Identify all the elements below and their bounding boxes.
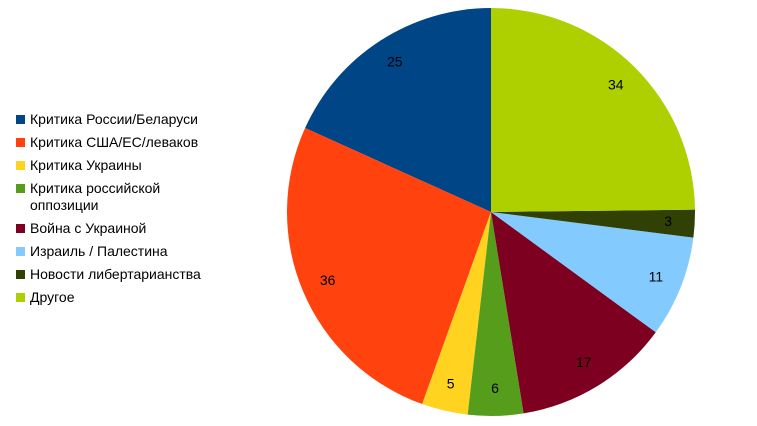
legend-item: Критика России/Беларуси xyxy=(16,111,246,128)
legend-swatch xyxy=(16,161,25,170)
legend-label: Новости либертарианства xyxy=(30,266,201,282)
legend-swatch xyxy=(16,247,25,256)
pie-slice xyxy=(305,8,491,212)
data-label: 11 xyxy=(649,268,664,284)
legend-label: Израиль / Палестина xyxy=(30,243,168,259)
pie-slice xyxy=(422,212,491,415)
legend-item: Критика российской оппозиции xyxy=(16,180,246,214)
pie-slice xyxy=(491,212,656,414)
data-label: 3 xyxy=(664,213,672,229)
legend-swatch xyxy=(16,293,25,302)
legend: Критика России/Беларуси Критика США/ЕС/ле… xyxy=(16,111,246,312)
data-label: 5 xyxy=(447,376,455,392)
legend-label: Война с Украиной xyxy=(30,220,147,236)
pie-slice xyxy=(491,209,695,238)
pie-slice xyxy=(467,212,524,417)
pie-slice xyxy=(491,212,694,333)
data-label: 36 xyxy=(320,272,336,288)
data-label: 34 xyxy=(608,76,624,92)
data-label: 25 xyxy=(387,54,403,70)
data-label: 17 xyxy=(576,354,592,370)
legend-item: Другое xyxy=(16,289,246,306)
legend-swatch xyxy=(16,224,25,233)
legend-item: Критика Украины xyxy=(16,157,246,174)
legend-item: Критика США/ЕС/леваков xyxy=(16,134,246,151)
legend-item: Война с Украиной xyxy=(16,220,246,237)
legend-label: Критика США/ЕС/леваков xyxy=(30,134,199,150)
legend-label: Другое xyxy=(30,289,75,305)
legend-item: Новости либертарианства xyxy=(16,266,246,283)
legend-swatch xyxy=(16,270,25,279)
legend-item: Израиль / Палестина xyxy=(16,243,246,260)
pie-slice xyxy=(491,8,695,212)
legend-swatch xyxy=(16,184,25,193)
legend-swatch xyxy=(16,115,25,124)
data-label: 6 xyxy=(491,380,499,396)
legend-swatch xyxy=(16,138,25,147)
pie-slice xyxy=(286,128,491,405)
legend-label: Критика России/Беларуси xyxy=(30,111,198,127)
legend-label: Критика Украины xyxy=(30,157,142,173)
legend-label: Критика российской оппозиции xyxy=(30,180,161,213)
